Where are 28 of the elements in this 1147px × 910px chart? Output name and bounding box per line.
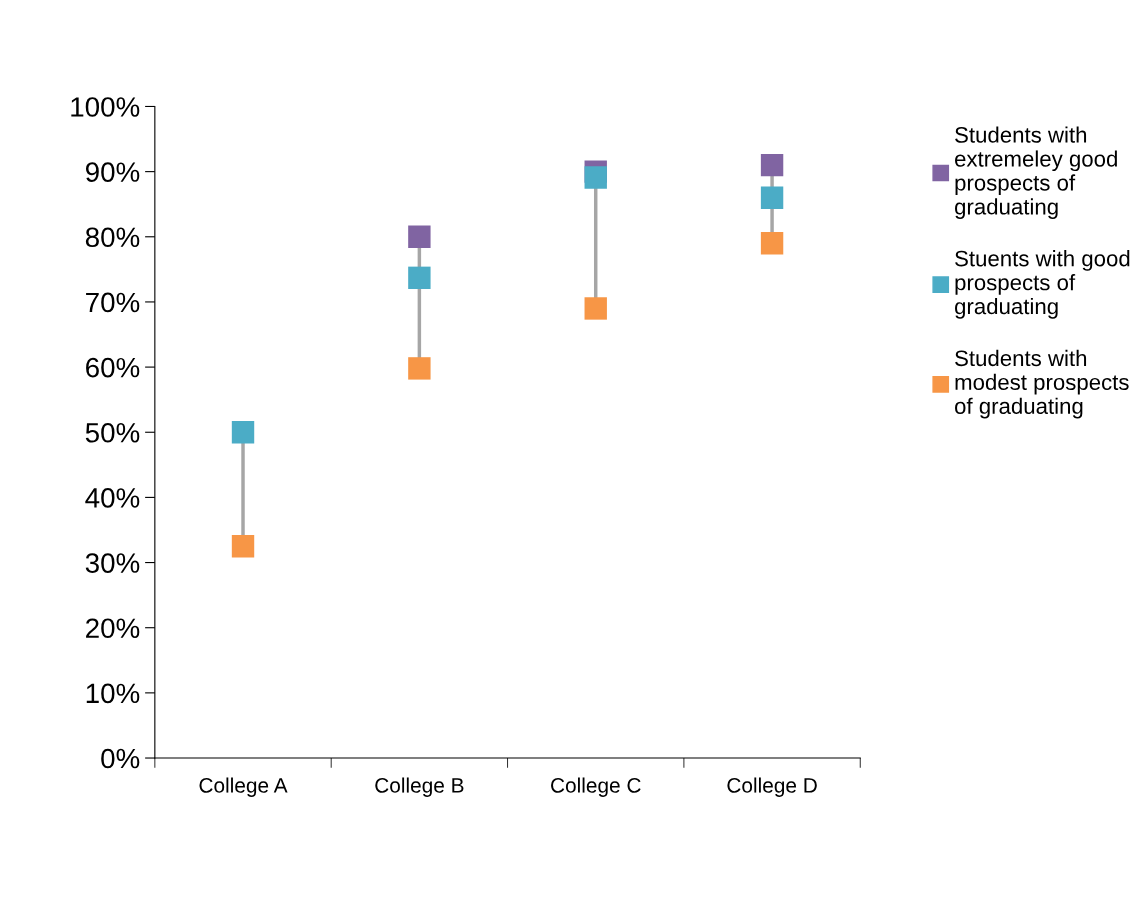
point (584, 297, 607, 320)
point (231, 421, 255, 444)
y-tick-label: 40% (85, 488, 140, 508)
point (408, 357, 431, 380)
point (408, 266, 431, 290)
x-tick-label: College D (727, 777, 817, 797)
y-tick-label: 30% (85, 553, 140, 573)
point (584, 166, 607, 189)
point (231, 535, 255, 558)
y-tick-label: 90% (85, 162, 140, 182)
point (408, 225, 431, 248)
point (760, 153, 784, 177)
point (760, 186, 784, 209)
y-tick-label: 70% (86, 292, 140, 313)
point (760, 232, 784, 255)
legend-label: Students with extremeley good prospects of graduating (955, 126, 1117, 219)
y-tick-label: 50% (85, 422, 140, 443)
y-tick-label: 0% (101, 748, 140, 769)
x-tick-label: College B (375, 777, 464, 797)
y-tick-label: 100% (71, 97, 140, 117)
y-tick-label: 80% (85, 227, 140, 248)
y-tick-label: 10% (86, 683, 140, 704)
y-tick-label: 60% (86, 357, 140, 378)
y-tick-label: 20% (86, 618, 140, 639)
x-tick-label: College A (199, 777, 288, 797)
x-tick-label: College C (551, 777, 641, 797)
legend-label: Students with modest prospects of graduating (955, 349, 1129, 419)
legend-label: Stuents with good prospects of graduating (955, 250, 1130, 319)
